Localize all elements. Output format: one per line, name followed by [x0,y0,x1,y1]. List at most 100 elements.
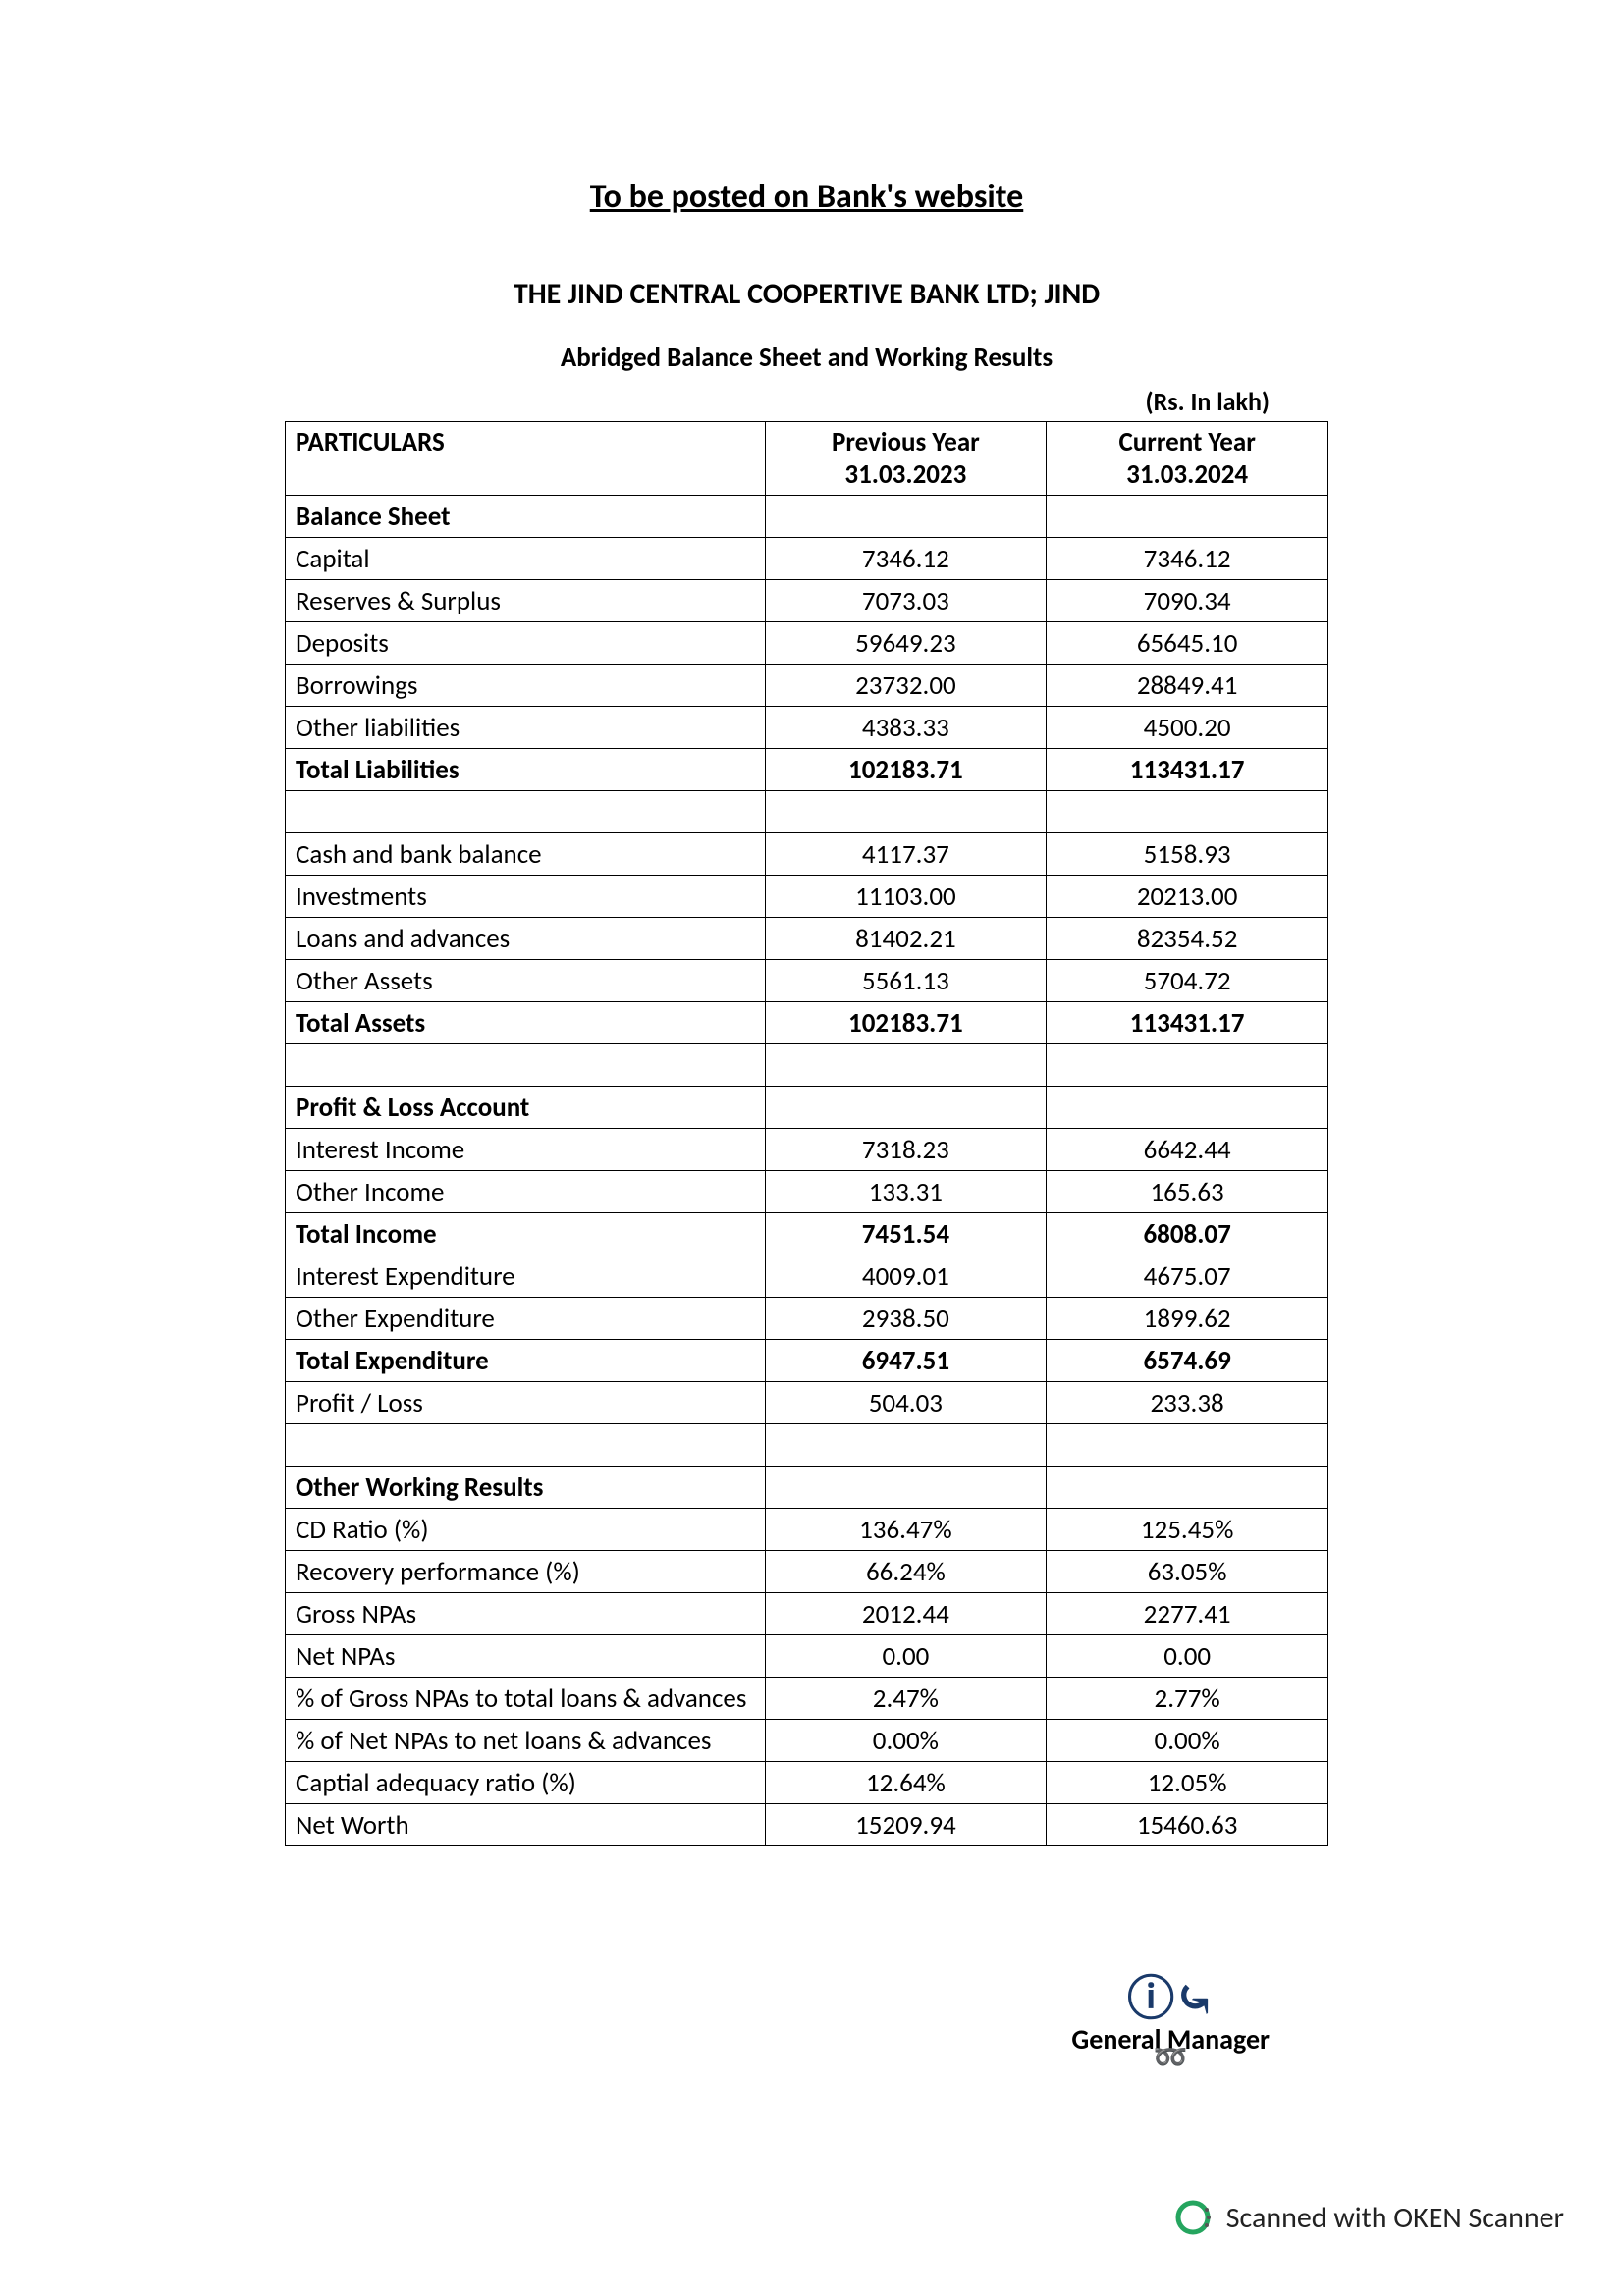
table-row: Balance Sheet [286,496,1328,538]
cell-current: 65645.10 [1047,622,1328,665]
cell-particulars: Other liabilities [286,707,766,749]
cell-previous: 133.31 [765,1171,1047,1213]
table-row: Net NPAs0.000.00 [286,1635,1328,1678]
cell-particulars: Reserves & Surplus [286,580,766,622]
cell-particulars: Interest Expenditure [286,1255,766,1298]
table-row: Total Liabilities102183.71113431.17 [286,749,1328,791]
page: To be posted on Bank's website THE JIND … [0,0,1623,2296]
cell-particulars: CD Ratio (%) [286,1509,766,1551]
cell-current [1047,1044,1328,1087]
cell-current: 7346.12 [1047,538,1328,580]
table-row: Total Assets102183.71113431.17 [286,1002,1328,1044]
cell-previous: 504.03 [765,1382,1047,1424]
cell-particulars: Interest Income [286,1129,766,1171]
cell-current: 0.00% [1047,1720,1328,1762]
cell-previous [765,791,1047,833]
cell-particulars: Other Expenditure [286,1298,766,1340]
table-row: Profit / Loss504.03233.38 [286,1382,1328,1424]
col-previous-label: Previous Year [776,426,1037,458]
cell-current: 15460.63 [1047,1804,1328,1846]
cell-previous [765,1087,1047,1129]
cell-particulars: Loans and advances [286,918,766,960]
cell-current: 12.05% [1047,1762,1328,1804]
cell-previous: 7346.12 [765,538,1047,580]
table-row: Other Income133.31165.63 [286,1171,1328,1213]
cell-current: 28849.41 [1047,665,1328,707]
table-row: Interest Income7318.236642.44 [286,1129,1328,1171]
signature-mark-icon: ⓘ⤿ [1071,1983,1270,2016]
cell-previous: 7451.54 [765,1213,1047,1255]
cell-previous: 4009.01 [765,1255,1047,1298]
cell-particulars: Investments [286,876,766,918]
cell-particulars: Profit / Loss [286,1382,766,1424]
cell-previous: 59649.23 [765,622,1047,665]
table-row [286,1044,1328,1087]
cell-previous: 5561.13 [765,960,1047,1002]
col-previous-date: 31.03.2023 [776,458,1037,491]
cell-previous: 12.64% [765,1762,1047,1804]
cell-current [1047,496,1328,538]
report-subtitle: Abridged Balance Sheet and Working Resul… [285,342,1328,374]
cell-particulars: Balance Sheet [286,496,766,538]
table-row: % of Net NPAs to net loans & advances0.0… [286,1720,1328,1762]
cell-particulars: % of Net NPAs to net loans & advances [286,1720,766,1762]
cell-particulars: Other Working Results [286,1467,766,1509]
cell-previous [765,1044,1047,1087]
table-row: Reserves & Surplus7073.037090.34 [286,580,1328,622]
cell-current: 4675.07 [1047,1255,1328,1298]
table-row: Total Expenditure6947.516574.69 [286,1340,1328,1382]
cell-current: 6574.69 [1047,1340,1328,1382]
units-label: (Rs. In lakh) [285,386,1328,417]
table-row: Investments11103.0020213.00 [286,876,1328,918]
cell-previous: 102183.71 [765,749,1047,791]
cell-particulars: Gross NPAs [286,1593,766,1635]
scanner-watermark: Scanned with OKEN Scanner [1173,2198,1564,2237]
table-row: Other Expenditure2938.501899.62 [286,1298,1328,1340]
cell-current: 113431.17 [1047,1002,1328,1044]
cell-particulars: Other Assets [286,960,766,1002]
balance-sheet-table: PARTICULARS Previous Year 31.03.2023 Cur… [285,421,1328,1846]
table-row: Other liabilities4383.334500.20 [286,707,1328,749]
cell-current: 2277.41 [1047,1593,1328,1635]
table-row [286,1424,1328,1467]
cell-particulars: Deposits [286,622,766,665]
signature-initial-icon: ➿ [1071,2051,1270,2067]
cell-current: 5704.72 [1047,960,1328,1002]
cell-particulars: Cash and bank balance [286,833,766,876]
cell-particulars: Total Assets [286,1002,766,1044]
table-row [286,791,1328,833]
cell-current [1047,1467,1328,1509]
cell-particulars: Net NPAs [286,1635,766,1678]
table-row: Other Working Results [286,1467,1328,1509]
col-current-date: 31.03.2024 [1056,458,1318,491]
col-current-label: Current Year [1056,426,1318,458]
cell-current: 20213.00 [1047,876,1328,918]
cell-particulars: Total Expenditure [286,1340,766,1382]
cell-previous: 7318.23 [765,1129,1047,1171]
cell-particulars: % of Gross NPAs to total loans & advance… [286,1678,766,1720]
cell-particulars: Recovery performance (%) [286,1551,766,1593]
cell-particulars: Capital [286,538,766,580]
cell-particulars: Profit & Loss Account [286,1087,766,1129]
table-row: Recovery performance (%)66.24%63.05% [286,1551,1328,1593]
cell-previous: 0.00% [765,1720,1047,1762]
cell-previous: 81402.21 [765,918,1047,960]
cell-current: 1899.62 [1047,1298,1328,1340]
cell-previous: 2938.50 [765,1298,1047,1340]
table-body: Balance SheetCapital7346.127346.12Reserv… [286,496,1328,1846]
table-row: % of Gross NPAs to total loans & advance… [286,1678,1328,1720]
cell-particulars: Net Worth [286,1804,766,1846]
cell-current [1047,1087,1328,1129]
cell-previous: 15209.94 [765,1804,1047,1846]
cell-previous: 4117.37 [765,833,1047,876]
cell-previous: 66.24% [765,1551,1047,1593]
cell-particulars: Other Income [286,1171,766,1213]
page-title: To be posted on Bank's website [285,177,1328,217]
cell-current: 6642.44 [1047,1129,1328,1171]
table-row: Cash and bank balance4117.375158.93 [286,833,1328,876]
cell-current: 5158.93 [1047,833,1328,876]
cell-previous: 2012.44 [765,1593,1047,1635]
cell-current: 0.00 [1047,1635,1328,1678]
cell-particulars: Total Liabilities [286,749,766,791]
signature-block: ⓘ⤿ General Manager ➿ [1071,1983,1270,2072]
